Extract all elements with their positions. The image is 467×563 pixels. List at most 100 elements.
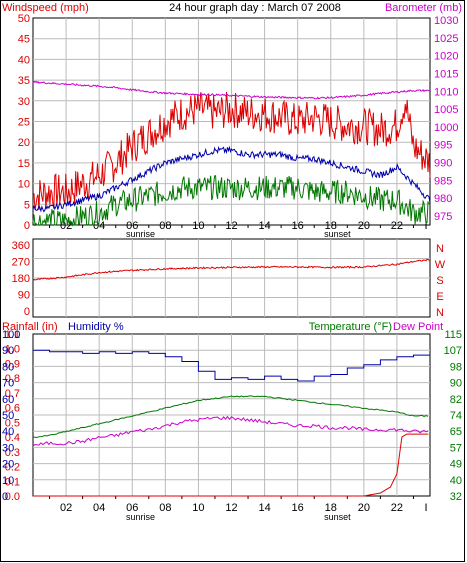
x-tick-label: 20 <box>358 220 370 232</box>
compass-label: E <box>436 291 443 303</box>
barometer-tick: 1010 <box>434 86 458 98</box>
windspeed-tick: 0 <box>24 220 30 232</box>
wind-direction-line <box>32 258 431 281</box>
rain-tick: 0.6 <box>5 403 20 415</box>
direction-ticks: 360 270 180 90 0 <box>12 240 30 318</box>
windspeed-tick: 25 <box>18 117 30 129</box>
temperature-tick: 49 <box>450 459 462 471</box>
barometer-tick: 985 <box>434 175 452 187</box>
x-tick-label: 04 <box>93 502 105 514</box>
barometer-tick: 1030 <box>434 15 458 27</box>
temperature-tick: 40 <box>450 475 462 487</box>
windspeed-line <box>32 91 431 211</box>
humidity-tick: 50 <box>2 410 14 422</box>
windspeed-tick: 20 <box>18 137 30 149</box>
barometer-axis-label: Barometer (mb) <box>385 2 462 14</box>
rainfall-line <box>33 433 429 497</box>
x-tick-label: 18 <box>325 502 337 514</box>
barometer-ticks: 1030 1025 1020 1015 1010 1005 1000 995 990 985 980… <box>434 15 458 223</box>
x-tick-label: 02 <box>60 502 72 514</box>
panel3-grid <box>33 334 430 496</box>
x-tick-label: 22 <box>391 220 403 232</box>
barometer-tick: 1005 <box>434 104 458 116</box>
humidity-tick: 80 <box>2 361 14 373</box>
x-tick-label: 12 <box>225 220 237 232</box>
x-tick-label: 14 <box>258 220 270 232</box>
rainfall-axis-label: Rainfall (in) <box>2 321 58 333</box>
humidity-line <box>33 349 430 382</box>
temperature-tick: 115 <box>444 329 462 341</box>
direction-tick: 90 <box>18 290 30 302</box>
x-end-label: I <box>424 502 427 514</box>
wind-low-line <box>32 175 431 227</box>
sunset-label: sunset <box>324 229 351 239</box>
rain-ticks: 1.1 1.0 0.9 0.8 0.7 0.6 0.5 0.4 0.3 0.2 0.1 0.0 <box>5 329 20 503</box>
x-tick-label: 10 <box>192 502 204 514</box>
windspeed-tick: 15 <box>18 158 30 170</box>
temperature-axis-label: Temperature (°F) <box>309 321 392 333</box>
temperature-tick: 98 <box>450 361 462 373</box>
x-tick-label: 06 <box>126 220 138 232</box>
x-tick-label: 08 <box>159 502 171 514</box>
dewpoint-line <box>32 415 429 447</box>
temperature-ticks: 115 107 98 90 82 74 65 57 49 40 32 <box>444 329 462 503</box>
humidity-tick: 90 <box>2 345 14 357</box>
x-tick-label: 04 <box>93 220 105 232</box>
humidity-tick: 30 <box>2 442 14 454</box>
x-tick-label: 18 <box>325 220 337 232</box>
x-tick-label: 14 <box>258 502 270 514</box>
temperature-tick: 57 <box>450 442 462 454</box>
windspeed-tick: 5 <box>24 199 30 211</box>
temperature-tick: 32 <box>450 491 462 503</box>
rain-tick: 0.8 <box>5 373 20 385</box>
direction-tick: 0 <box>24 306 30 318</box>
compass-label: N <box>436 243 444 255</box>
humidity-tick: 70 <box>2 378 14 390</box>
x-tick-label: 08 <box>159 220 171 232</box>
temperature-tick: 82 <box>450 394 462 406</box>
windspeed-tick: 10 <box>18 179 30 191</box>
x-tick-label: 06 <box>126 502 138 514</box>
windspeed-tick: 35 <box>18 75 30 87</box>
panel1-series <box>32 80 431 227</box>
compass-label: S <box>436 275 443 287</box>
humidity-tick: 100 <box>2 329 20 341</box>
rain-tick: 0.7 <box>5 388 20 400</box>
humidity-axis-label: Humidity % <box>68 321 124 333</box>
barometer-tick: 975 <box>434 211 452 223</box>
humidity-tick: 60 <box>2 394 14 406</box>
windspeed-tick: 40 <box>18 54 30 66</box>
humidity-tick: 10 <box>2 475 14 487</box>
chart-title: 24 hour graph day : March 07 2008 <box>169 2 341 14</box>
rain-tick: 0.4 <box>5 432 20 444</box>
barometer-tick: 995 <box>434 140 452 152</box>
barometer-tick: 1025 <box>434 33 458 45</box>
panel2-series <box>32 258 431 281</box>
barometer-line <box>32 80 431 100</box>
barometer-tick: 1015 <box>434 68 458 80</box>
x-end-label: I <box>424 220 427 232</box>
wind-average-line <box>32 145 431 213</box>
panel1-grid <box>33 18 430 225</box>
barometer-tick: 990 <box>434 158 452 170</box>
barometer-tick: 1020 <box>434 51 458 63</box>
sunrise-label: sunrise <box>126 512 155 522</box>
windspeed-tick: 50 <box>18 13 30 25</box>
rain-tick: 0.1 <box>5 476 20 488</box>
rain-tick: 0.3 <box>5 447 20 459</box>
humidity-tick: 0 <box>2 491 8 503</box>
panel2-grid <box>33 239 430 317</box>
rain-tick: 0.5 <box>5 417 20 429</box>
temperature-tick: 65 <box>450 426 462 438</box>
compass-label: N <box>436 307 444 319</box>
barometer-tick: 1000 <box>434 122 458 134</box>
direction-tick: 270 <box>12 257 30 269</box>
rain-tick: 1.0 <box>5 344 20 356</box>
x-tick-label: 10 <box>192 220 204 232</box>
